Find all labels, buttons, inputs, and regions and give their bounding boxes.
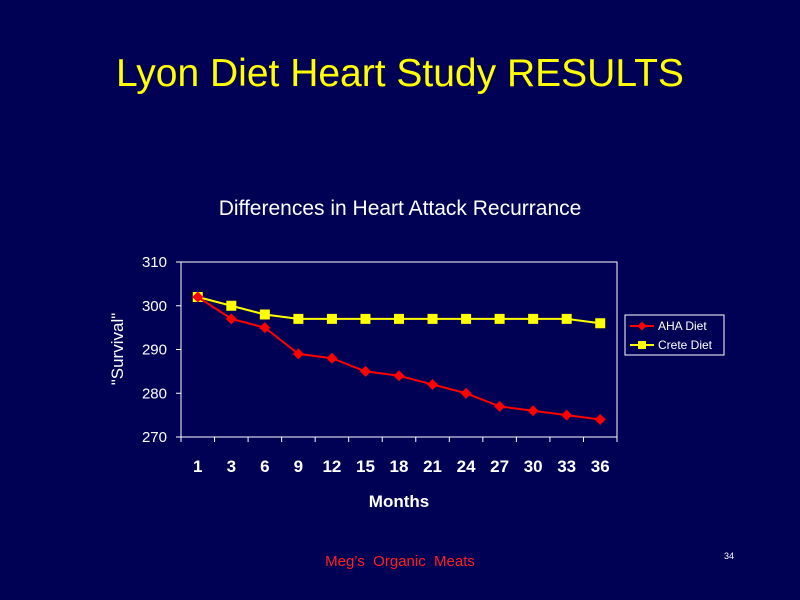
slide-title: Lyon Diet Heart Study RESULTS — [116, 52, 684, 95]
data-point — [427, 379, 439, 390]
y-tick-label: 280 — [142, 385, 167, 402]
data-point — [527, 405, 539, 417]
legend-label: Crete Diet — [658, 338, 713, 352]
x-tick-label: 18 — [390, 457, 409, 476]
data-point — [461, 313, 472, 324]
x-tick-label: 30 — [524, 457, 543, 476]
data-point — [359, 365, 371, 377]
data-point — [326, 352, 338, 364]
data-point — [494, 313, 505, 324]
x-tick-label: 1 — [193, 457, 202, 476]
data-point — [528, 313, 539, 324]
x-tick-label: 3 — [227, 457, 236, 476]
y-tick-label: 270 — [142, 429, 167, 446]
data-point — [226, 300, 237, 311]
data-point — [225, 313, 237, 325]
x-tick-label: 27 — [490, 457, 509, 476]
x-tick-label: 21 — [423, 457, 442, 476]
data-point — [427, 313, 438, 324]
x-tick-label: 6 — [260, 457, 269, 476]
data-point — [394, 313, 404, 324]
x-tick-label: 15 — [356, 457, 375, 476]
data-point — [192, 291, 204, 303]
data-point — [595, 318, 606, 329]
data-point — [292, 348, 304, 360]
series-aha-diet — [192, 291, 606, 425]
data-point — [460, 387, 472, 399]
x-tick-label: 24 — [457, 457, 476, 476]
plot-area — [180, 261, 618, 438]
x-tick-label: 9 — [294, 457, 303, 476]
legend-marker — [637, 321, 647, 331]
data-point — [259, 322, 271, 334]
data-point — [561, 409, 573, 421]
legend-label: AHA Diet — [658, 319, 707, 333]
data-point — [326, 313, 337, 324]
data-point — [393, 370, 405, 382]
chart-title: Differences in Heart Attack Recurrance — [219, 197, 582, 220]
data-point — [561, 313, 572, 324]
data-point — [259, 309, 270, 320]
y-tick-label: 310 — [142, 254, 167, 271]
x-axis-label: Months — [369, 492, 429, 511]
legend-marker — [638, 341, 646, 349]
legend: AHA Diet Crete Diet — [624, 314, 725, 356]
data-point — [360, 313, 371, 324]
y-tick-label: 300 — [142, 298, 167, 315]
footer-text: Meg’s Organic Meats — [325, 553, 475, 570]
y-axis-label: "Survival" — [108, 313, 127, 386]
slide-number: 34 — [723, 551, 734, 561]
data-point — [494, 400, 506, 412]
data-point — [293, 313, 304, 324]
data-point — [594, 414, 606, 425]
x-tick-label: 36 — [591, 457, 610, 476]
y-tick-label: 290 — [142, 342, 167, 359]
x-tick-label: 12 — [322, 457, 341, 476]
x-tick-label: 33 — [557, 457, 576, 476]
